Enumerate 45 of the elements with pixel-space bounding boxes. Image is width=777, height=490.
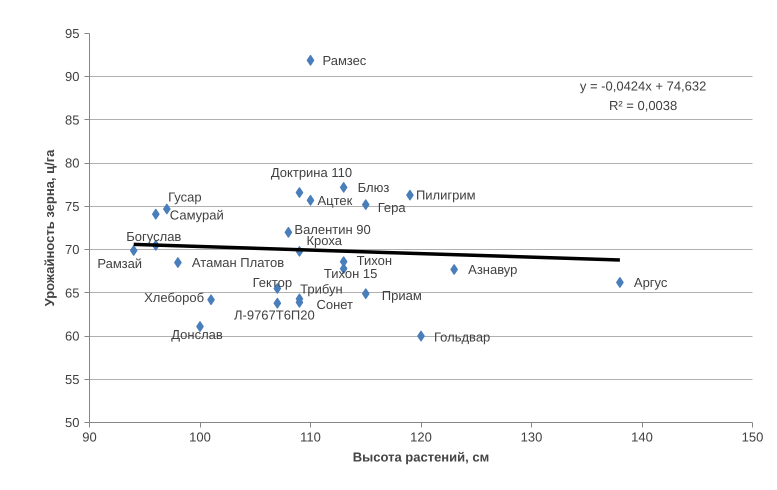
annotation: Валентин 90 [294, 222, 371, 237]
annotation: R² = 0,0038 [608, 98, 678, 113]
annotation: Л-9767Т6П20 [234, 308, 315, 323]
annotation: Азнавур [468, 262, 518, 277]
annotation: Рамзес [322, 52, 367, 68]
annotation: Гусар [168, 189, 202, 204]
y-tick-label: 65 [65, 285, 80, 300]
annotation: Ацтек [318, 192, 353, 208]
annotation: Аргус [634, 274, 668, 290]
x-axis-title: Высота растений, см [352, 450, 490, 464]
y-tick-label: 55 [65, 372, 80, 387]
annotation: Трибун [300, 281, 343, 296]
y-tick-label: 75 [65, 198, 80, 214]
y-tick-label: 80 [65, 156, 80, 171]
y-tick-label: 60 [65, 328, 80, 344]
x-tick-label: 100 [189, 430, 211, 444]
y-tick-label: 50 [65, 415, 80, 430]
y-tick-label: 85 [65, 112, 80, 128]
annotation: Атаман Платов [192, 255, 284, 270]
annotation: Сонет [316, 296, 354, 312]
annotation: y = -0,0424x + 74,632 [580, 78, 706, 94]
y-tick-label: 90 [65, 69, 80, 84]
y-tick-label: 95 [65, 26, 80, 41]
annotation: Тихон [356, 253, 392, 268]
annotation: Тихон 15 [324, 266, 378, 282]
annotation: Рамзай [97, 256, 142, 271]
annotation: Гера [378, 200, 406, 216]
annotation: Богуслав [126, 228, 182, 244]
annotation: Пилигрим [416, 188, 476, 203]
x-tick-label: 130 [520, 430, 542, 444]
annotation: Приам [382, 288, 422, 304]
x-tick-label: 140 [631, 430, 653, 444]
annotation: Доктрина 110 [270, 165, 352, 180]
annotation: Гектор [252, 275, 292, 290]
x-tick-label: 90 [82, 430, 97, 444]
y-axis-title: Урожайность зерна, ц/га [42, 148, 58, 306]
x-tick-label: 110 [300, 430, 321, 444]
annotation: Донслав [171, 327, 223, 342]
annotation: Хлебороб [144, 290, 204, 306]
x-tick-label: 120 [410, 430, 432, 444]
annotation: Блюз [358, 180, 390, 195]
y-tick-label: 70 [65, 242, 80, 258]
annotation: Гольдвар [434, 330, 490, 345]
x-tick-label: 150 [742, 430, 764, 444]
annotation: Самурай [170, 208, 224, 223]
